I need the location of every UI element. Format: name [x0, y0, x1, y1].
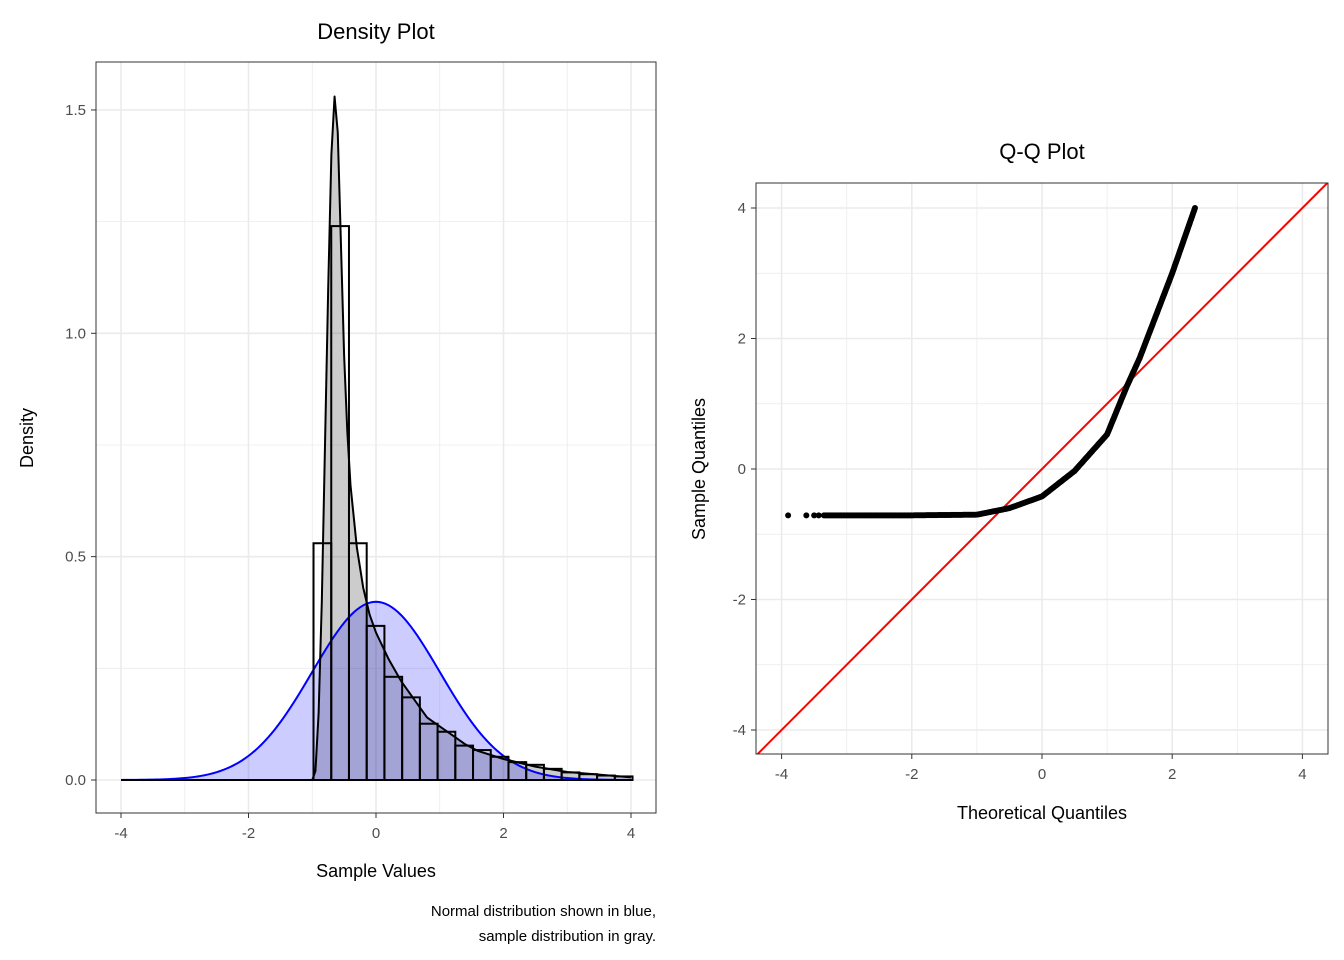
chart-title: Density Plot [317, 19, 434, 44]
density-plot-panel: -4 -2 0 2 4 0.0 0.5 1.0 1.5 Density Plot Sample Va… [17, 19, 657, 945]
x-tick-label: -2 [905, 766, 918, 783]
normal-density-area [121, 601, 631, 780]
y-tick-label: -2 [733, 592, 746, 609]
reference-line [756, 183, 1328, 754]
qq-point [1191, 205, 1198, 211]
x-tick-label: 4 [627, 825, 635, 842]
y-tick-label: 4 [738, 200, 746, 217]
qq-point [811, 512, 818, 519]
y-tick-label: 0.5 [65, 549, 86, 566]
sample-density-line [121, 95, 632, 781]
y-tick-label: 2 [738, 331, 746, 348]
chart-title: Q-Q Plot [999, 139, 1085, 164]
y-axis-title: Sample Quantiles [689, 398, 709, 540]
x-tick-label: 4 [1298, 766, 1306, 783]
y-tick-label: 0.0 [65, 772, 86, 789]
qq-point [803, 512, 810, 519]
y-tick-label: -4 [733, 722, 746, 739]
y-tick-label: 1.0 [65, 325, 86, 342]
qq-plot-panel: -4 -2 0 2 4 -4 -2 0 2 4 Q-Q Plot Theoretical Quanti… [689, 139, 1329, 823]
x-tick-label: -4 [114, 825, 127, 842]
qq-point [785, 512, 792, 519]
caption-line: Normal distribution shown in blue, [431, 903, 656, 920]
x-tick-label: 0 [1038, 766, 1046, 783]
y-tick-label: 1.5 [65, 102, 86, 119]
x-axis-title: Theoretical Quantiles [957, 803, 1127, 823]
y-axis-title: Density [17, 408, 37, 468]
x-tick-label: 0 [372, 825, 380, 842]
x-tick-label: 2 [1168, 766, 1176, 783]
sample-density-area [121, 96, 631, 780]
y-tick-label: 0 [738, 461, 746, 478]
x-tick-label: -4 [775, 766, 788, 783]
qq-point [815, 512, 822, 519]
x-axis-title: Sample Values [316, 861, 436, 881]
normal-density-line [120, 600, 632, 781]
x-tick-label: -2 [242, 825, 255, 842]
x-tick-label: 2 [499, 825, 507, 842]
caption-line: sample distribution in gray. [479, 928, 656, 945]
